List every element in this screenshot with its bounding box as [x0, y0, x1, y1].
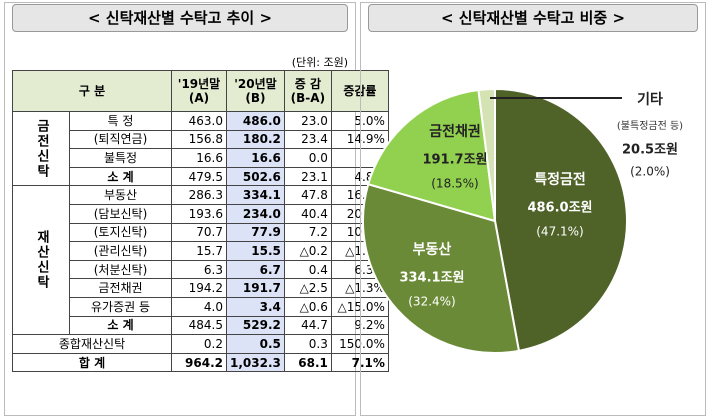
cell: 7.2 — [283, 222, 332, 243]
table-row: 유가증권 등 4.0 3.4 △0.6 △15.0% — [13, 296, 389, 317]
slice-label: 부동산 — [413, 241, 452, 258]
cell: 156.8 — [171, 129, 227, 150]
amount-label: 486.0조원 — [527, 201, 592, 216]
table-row: 소 계 484.5 529.2 44.7 9.2% — [13, 315, 389, 336]
header-cell: '20년말 (B) — [226, 70, 285, 112]
cell: 0.2 — [171, 334, 227, 354]
cell: 7.1% — [330, 352, 389, 373]
amount-label: 191.7조원 — [422, 153, 487, 168]
cell: 6.7 — [226, 259, 285, 280]
cell: 463.0 — [171, 111, 227, 131]
group-label: 금전신탁 — [12, 110, 70, 187]
cell: 191.7 — [226, 278, 285, 298]
cell: 484.5 — [171, 315, 227, 336]
chart-title: < 신탁재산별 수탁고 비중 > — [368, 4, 698, 32]
row-label: 유가증권 등 — [69, 296, 172, 317]
row-label: 소 계 — [69, 315, 172, 336]
cell: △0.6 — [283, 296, 332, 317]
cell: 6.3 — [171, 259, 227, 280]
table-row: (관리신탁) 15.7 15.5 △0.2 △1.3% — [13, 241, 389, 261]
amount-label: 334.1조원 — [399, 271, 464, 286]
slice-label: 특정금전 — [534, 171, 586, 188]
table-row: 금전신탁 특 정 463.0 486.0 23.0 5.0% — [12, 110, 389, 187]
table-title: < 신탁재산별 수탁고 추이 > — [12, 4, 348, 32]
cell: 9.2% — [330, 315, 389, 336]
cell: 15.5 — [226, 241, 285, 261]
row-label: (처분신탁) — [69, 259, 172, 280]
table-row: 종합재산신탁 0.2 0.5 0.3 150.0% — [12, 334, 389, 354]
table-row: 합 계 964.2 1,032.3 68.1 7.1% — [12, 352, 389, 373]
cell: 1,032.3 — [226, 352, 285, 373]
pie-slice — [494, 87, 628, 352]
table-row: 구 분 '19년말 (A) '20년말 (B) 증 감 (B-A) 증감률 — [12, 70, 389, 112]
unit-label: (단위: 조원) — [291, 56, 348, 69]
value-label: (2.0%) — [630, 165, 670, 179]
table-row: (퇴직연금) 156.8 180.2 23.4 14.9% — [13, 129, 389, 150]
row-label: 합 계 — [12, 352, 172, 373]
value-label: (32.4%) — [408, 295, 455, 309]
cell: 0.5 — [226, 334, 285, 354]
cell: 0.4 — [283, 259, 332, 280]
row-label: (토지신탁) — [69, 222, 172, 243]
pie-slice — [477, 87, 496, 222]
cell: 529.2 — [226, 315, 285, 336]
cell: 23.1 — [283, 166, 332, 187]
slice-label: 기타 — [637, 92, 663, 108]
cell: 286.3 — [171, 185, 227, 205]
chart-panel — [360, 2, 706, 416]
row-label: 부동산 — [69, 185, 172, 205]
cell: △15.0% — [330, 296, 389, 317]
value-label: (47.1%) — [536, 225, 583, 239]
cell: 23.0 — [283, 111, 332, 131]
cell: 70.7 — [171, 222, 227, 243]
amount-label: 20.5조원 — [622, 143, 678, 158]
cell: 193.6 — [171, 203, 227, 224]
cell: 486.0 — [226, 111, 285, 131]
cell: 15.7 — [171, 241, 227, 261]
annotation: (불특정금전 등) — [617, 120, 683, 132]
header-cell: 증감률 — [330, 70, 389, 112]
cell: 479.5 — [171, 166, 227, 187]
cell: 3.4 — [226, 296, 285, 317]
pie-slice — [367, 88, 497, 223]
trust-table: 구 분 '19년말 (A) '20년말 (B) 증 감 (B-A) 증감률 금전신탁 특 정… — [12, 70, 389, 373]
cell: 0.3 — [283, 334, 332, 354]
cell: △0.2 — [283, 241, 332, 261]
pie-slice — [362, 182, 521, 354]
table-row: 금전채권 194.2 191.7 △2.5 △1.3% — [13, 278, 389, 298]
cell: 194.2 — [171, 278, 227, 298]
row-label: 금전채권 — [69, 278, 172, 298]
cell: 180.2 — [226, 129, 285, 150]
cell: △2.5 — [283, 278, 332, 298]
header-cell: '19년말 (A) — [171, 70, 227, 112]
cell: 150.0% — [330, 334, 389, 354]
cell: 68.1 — [283, 352, 332, 373]
cell: 4.0 — [171, 296, 227, 317]
value-label: (18.5%) — [431, 177, 478, 191]
cell: 964.2 — [171, 352, 227, 373]
group-label: 재산신탁 — [12, 185, 70, 336]
cell: 502.6 — [226, 166, 285, 187]
slice-label: 금전채권 — [429, 123, 481, 140]
table-row: (토지신탁)70.777.97.210.2% — [13, 222, 389, 243]
header-cell: 증 감 (B-A) — [283, 70, 332, 112]
row-label: (관리신탁) — [69, 241, 172, 261]
